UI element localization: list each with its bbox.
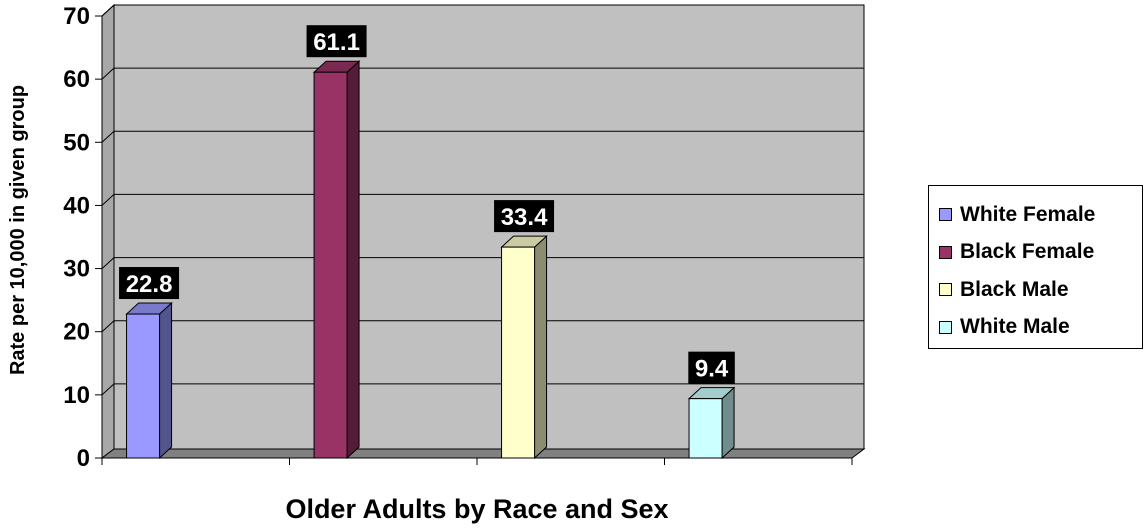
bar-front (501, 246, 536, 459)
legend-item: White Female (929, 196, 1142, 234)
legend-item: Black Female (929, 234, 1142, 272)
gridline-side (101, 257, 115, 269)
bar-front (126, 313, 161, 459)
bar-side (534, 234, 548, 460)
data-label: 22.8 (119, 267, 180, 300)
y-tick-label: 20 (63, 319, 90, 346)
y-tick-label: 40 (63, 192, 90, 219)
legend-item: Black Male (929, 271, 1142, 309)
data-label: 33.4 (494, 200, 555, 233)
legend-swatch (939, 320, 952, 334)
plot-back-wall (113, 4, 865, 450)
x-axis-title: Older Adults by Race and Sex (285, 494, 668, 524)
data-labels: 22.8 61.1 33.4 9.4 (119, 25, 735, 384)
bar-front (313, 71, 348, 459)
y-tick-label: 10 (63, 382, 90, 409)
data-label-text: 9.4 (695, 356, 729, 383)
legend-label: White Male (960, 315, 1070, 339)
data-label-text: 22.8 (126, 271, 173, 298)
data-label: 9.4 (688, 351, 735, 384)
legend-label: Black Female (960, 240, 1095, 264)
data-label: 61.1 (306, 25, 367, 58)
legend-item: White Male (929, 309, 1142, 347)
y-tick-label: 30 (63, 256, 90, 283)
y-axis-title: Rate per 10,000 in given group (7, 85, 29, 375)
x-axis-ticks (101, 458, 853, 465)
plot-floor (100, 448, 866, 459)
bar (125, 301, 173, 460)
gridline-side (101, 4, 115, 17)
legend-label: Black Male (960, 277, 1069, 301)
data-label-box (306, 25, 367, 58)
gridline-side (101, 194, 115, 206)
bar-side (346, 60, 360, 460)
y-tick-label: 0 (77, 445, 90, 472)
plot-side-wall (101, 3, 115, 459)
y-axis: 0 10 20 30 40 50 60 70 (63, 3, 102, 472)
legend-swatch (939, 208, 952, 222)
bar-side (721, 386, 735, 460)
gridline-side (101, 130, 115, 143)
legend: White Female Black Female Black Male White … (928, 185, 1143, 349)
data-label-box (119, 267, 180, 300)
legend-label: White Female (960, 202, 1096, 226)
gridline-side (101, 320, 115, 333)
bar-side (159, 301, 173, 460)
data-label-box (494, 200, 555, 233)
y-tick-label: 60 (63, 66, 90, 93)
legend-swatch (939, 283, 952, 297)
bar (687, 386, 736, 460)
y-tick-label: 50 (63, 129, 90, 156)
bar (312, 60, 361, 460)
bar-front (688, 398, 723, 459)
gridlines (101, 4, 864, 396)
gridline-side (101, 67, 115, 80)
data-label-text: 61.1 (313, 29, 360, 56)
data-label-box (688, 351, 735, 384)
data-label-text: 33.4 (501, 204, 548, 231)
legend-swatch (939, 245, 952, 259)
gridline-side (101, 383, 115, 396)
bars (125, 60, 736, 460)
bar (500, 234, 548, 460)
y-tick-label: 70 (63, 3, 90, 30)
